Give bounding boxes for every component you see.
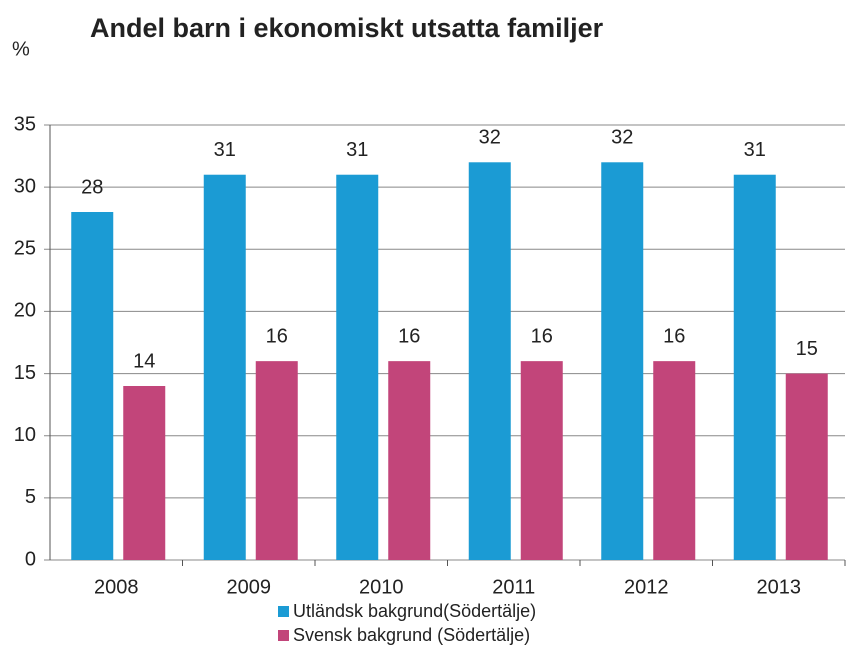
value-label: 28 <box>81 176 103 198</box>
y-tick-label: 0 <box>25 548 36 570</box>
x-tick-label: 2009 <box>227 576 272 598</box>
legend-label: Utländsk bakgrund(Södertälje) <box>293 601 536 621</box>
bar <box>653 361 696 560</box>
value-label: 31 <box>346 139 368 161</box>
bar <box>255 361 298 560</box>
y-tick-label: 10 <box>14 424 36 446</box>
value-label: 15 <box>796 338 818 360</box>
y-tick-label: 30 <box>14 175 36 197</box>
x-tick-label: 2011 <box>492 576 535 598</box>
bar <box>388 361 431 560</box>
bar <box>520 361 563 560</box>
value-label: 16 <box>663 325 685 347</box>
x-tick-label: 2013 <box>757 576 802 598</box>
y-tick-label: 35 <box>14 113 36 135</box>
legend-label: Svensk bakgrund (Södertälje) <box>293 625 530 645</box>
value-label: 32 <box>611 127 633 149</box>
bar <box>785 373 828 560</box>
value-label: 31 <box>744 139 766 161</box>
x-tick-label: 2008 <box>94 576 139 598</box>
legend-swatch <box>278 606 289 617</box>
x-tick-label: 2012 <box>624 576 669 598</box>
y-tick-label: 20 <box>14 300 36 322</box>
bar <box>468 162 511 561</box>
bar <box>733 174 776 560</box>
bar <box>203 174 246 560</box>
x-tick-label: 2010 <box>359 576 404 598</box>
bar <box>123 386 166 560</box>
legend-swatch <box>278 630 289 641</box>
chart-title: Andel barn i ekonomiskt utsatta familjer <box>90 13 604 43</box>
y-tick-label: 25 <box>14 238 36 260</box>
bar <box>71 212 114 560</box>
value-label: 16 <box>531 325 553 347</box>
y-tick-label: 15 <box>14 362 36 384</box>
value-label: 16 <box>398 325 420 347</box>
bar <box>336 174 379 560</box>
value-label: 14 <box>133 350 155 372</box>
bar <box>601 162 644 561</box>
value-label: 16 <box>266 325 288 347</box>
y-tick-label: 5 <box>25 486 36 508</box>
value-label: 31 <box>214 139 236 161</box>
value-label: 32 <box>479 127 501 149</box>
y-axis-label: % <box>12 38 30 60</box>
